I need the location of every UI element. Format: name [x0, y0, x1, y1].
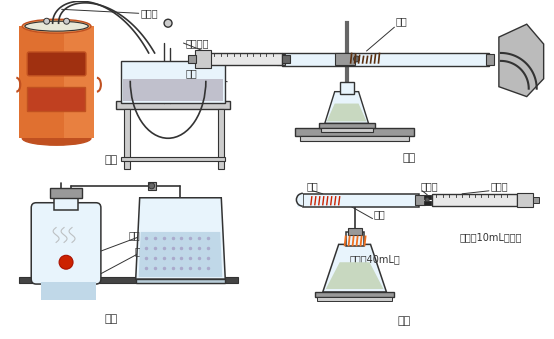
Bar [121, 157, 225, 161]
Bar [27, 87, 85, 112]
Bar [319, 123, 375, 128]
Bar [315, 292, 394, 297]
Circle shape [425, 198, 429, 202]
Bar [424, 201, 431, 205]
Bar [282, 53, 489, 66]
Polygon shape [136, 198, 225, 279]
Bar [432, 194, 517, 206]
Bar [123, 79, 223, 101]
Bar [424, 195, 431, 199]
Bar [335, 53, 355, 65]
Circle shape [164, 19, 172, 27]
Bar [218, 108, 224, 169]
Circle shape [44, 18, 50, 24]
Text: （容积40mL）: （容积40mL） [349, 254, 400, 264]
Polygon shape [138, 232, 222, 277]
Text: 红磷: 红磷 [129, 231, 141, 240]
Bar [300, 136, 409, 141]
Text: 红磷: 红磷 [307, 181, 319, 191]
Bar [348, 227, 362, 236]
Bar [41, 282, 96, 300]
Text: 图丙: 图丙 [104, 314, 117, 324]
Bar [321, 128, 372, 132]
Bar [486, 54, 494, 65]
Text: 活塞在10mL刻度处: 活塞在10mL刻度处 [459, 233, 521, 242]
Polygon shape [323, 244, 387, 292]
Bar [340, 82, 353, 94]
Polygon shape [327, 103, 367, 121]
Text: 汞槽: 汞槽 [186, 68, 197, 78]
Bar [121, 61, 225, 103]
Bar [64, 26, 94, 138]
Bar [50, 188, 82, 198]
Bar [19, 277, 238, 283]
Bar [297, 194, 303, 207]
Circle shape [353, 56, 360, 62]
Bar [211, 53, 282, 65]
Text: 玻璃钟罩: 玻璃钟罩 [186, 38, 209, 48]
Bar [277, 54, 285, 65]
Bar [282, 55, 290, 63]
Bar [54, 196, 78, 210]
Circle shape [64, 18, 70, 24]
Text: 铜粉: 铜粉 [396, 16, 407, 26]
Bar [517, 193, 533, 207]
FancyBboxPatch shape [27, 52, 86, 76]
Bar [196, 50, 211, 68]
Bar [116, 101, 230, 108]
Bar [148, 182, 156, 190]
Text: 弹簧夹: 弹簧夹 [420, 181, 438, 191]
Bar [346, 233, 363, 246]
Bar [317, 297, 392, 301]
Ellipse shape [22, 19, 91, 33]
Bar [416, 195, 425, 205]
Ellipse shape [22, 131, 91, 145]
Bar [124, 108, 130, 169]
Polygon shape [326, 262, 383, 289]
Ellipse shape [25, 21, 88, 31]
Circle shape [59, 255, 73, 269]
Circle shape [148, 183, 155, 189]
Text: 水: 水 [135, 246, 141, 256]
Polygon shape [499, 24, 543, 97]
Text: 图乙: 图乙 [403, 153, 416, 163]
Text: 图甲: 图甲 [104, 155, 117, 165]
Bar [303, 194, 419, 207]
Text: 试管: 试管 [373, 210, 386, 220]
Bar [19, 26, 94, 138]
Polygon shape [325, 92, 368, 123]
Bar [136, 279, 225, 283]
Text: 注射器: 注射器 [490, 181, 507, 191]
Bar [188, 55, 197, 63]
FancyBboxPatch shape [31, 203, 101, 284]
Bar [533, 197, 538, 203]
Text: 图丁: 图丁 [398, 316, 411, 326]
Bar [295, 128, 414, 136]
Text: 曲颈瓶: 曲颈瓶 [141, 8, 158, 18]
